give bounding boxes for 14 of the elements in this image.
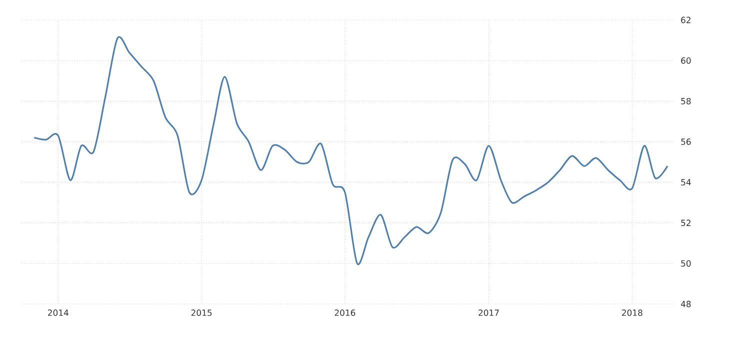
y-tick-label: 62 bbox=[681, 16, 690, 24]
y-tick-label: 52 bbox=[681, 220, 690, 226]
x-tick-label: 2016 bbox=[334, 310, 356, 316]
y-tick-label: 50 bbox=[681, 260, 691, 267]
x-tick-label: 2017 bbox=[478, 310, 499, 316]
x-tick-label: 2015 bbox=[191, 310, 212, 316]
y-tick-label: 54 bbox=[681, 179, 691, 186]
y-tick-label: 48 bbox=[680, 300, 691, 308]
y-tick-label: 58 bbox=[681, 98, 691, 104]
x-tick-label: 2018 bbox=[622, 310, 642, 316]
x-tick-label: 2014 bbox=[48, 310, 68, 316]
y-tick-label: 56 bbox=[681, 138, 691, 145]
line-series bbox=[33, 37, 668, 264]
y-tick-label: 60 bbox=[681, 57, 691, 64]
